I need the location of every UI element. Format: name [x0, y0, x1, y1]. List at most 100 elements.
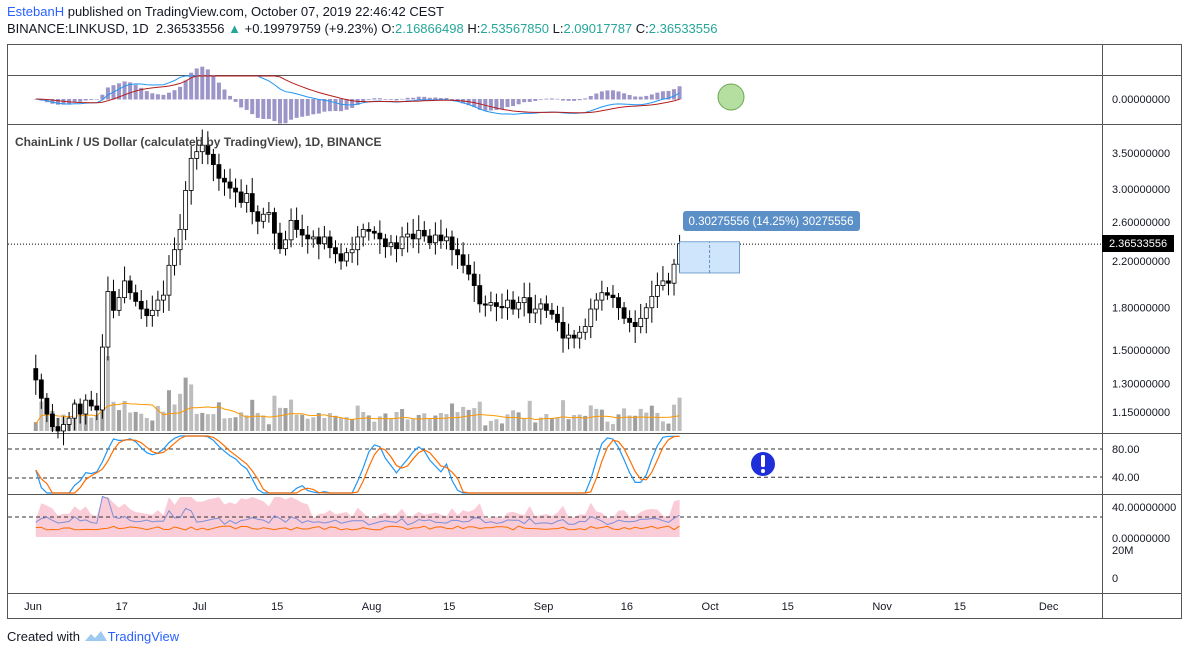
created-with-text: Created with	[7, 629, 80, 644]
candle	[72, 403, 78, 419]
exclamation-alert-icon[interactable]	[751, 452, 775, 476]
footer: Created with TradingView	[7, 629, 179, 644]
volume-bar	[438, 412, 443, 431]
macd-histogram-bar	[616, 91, 621, 100]
macd-histogram-bar	[283, 99, 288, 124]
candle	[643, 307, 649, 319]
macd-histogram-bar	[400, 98, 405, 100]
macd-histogram-bar	[250, 99, 255, 115]
volume-bar	[322, 417, 327, 431]
volume-bar	[289, 399, 294, 431]
candle	[272, 212, 277, 234]
macd-histogram-bar	[583, 98, 588, 100]
macd-histogram-bar	[633, 96, 638, 100]
candle	[527, 297, 533, 314]
candle	[627, 317, 633, 323]
macd-histogram-bar	[139, 87, 144, 100]
candle	[621, 307, 627, 319]
candle	[477, 285, 483, 305]
stoch-k-line	[35, 435, 680, 494]
candle	[416, 229, 422, 240]
macd-histogram-bar	[494, 99, 499, 110]
x-tick-label: Aug	[362, 601, 382, 613]
candle	[366, 229, 372, 232]
macd-histogram-bar	[577, 99, 582, 101]
volume-bar	[122, 400, 127, 431]
candle	[455, 249, 460, 256]
volume-bar	[461, 406, 466, 431]
macd-histogram-bar	[516, 99, 521, 105]
x-tick-label: 16	[621, 601, 633, 613]
macd-histogram-bar	[555, 98, 560, 100]
published-text: published on TradingView.com, October 07…	[67, 4, 444, 19]
candle	[61, 424, 66, 432]
candle	[94, 405, 100, 411]
candle	[410, 233, 416, 240]
lower-tick-label: 0	[1112, 573, 1118, 585]
macd-histogram-bar	[100, 94, 105, 100]
x-tick-label: 15	[782, 601, 794, 613]
volume-bar	[333, 415, 338, 431]
volume-bar	[94, 414, 99, 431]
candle	[194, 151, 200, 159]
volume-bar	[383, 413, 388, 431]
volume-bar	[294, 414, 299, 431]
volume-bar	[644, 412, 649, 431]
candle	[427, 235, 433, 244]
volume-bar	[372, 421, 377, 431]
volume-bar	[638, 408, 643, 431]
candle	[321, 236, 327, 245]
macd-histogram-bar	[355, 99, 360, 105]
volume-bar	[672, 404, 677, 431]
candle	[222, 177, 227, 183]
candle	[144, 308, 150, 317]
volume-bar	[255, 412, 260, 431]
macd-histogram-bar	[55, 99, 60, 105]
price-tick-label: 1.30000000	[1112, 378, 1170, 390]
volume-bar	[655, 412, 660, 431]
volume-bar	[394, 412, 399, 431]
macd-histogram-bar	[122, 81, 127, 100]
tradingview-brand[interactable]: TradingView	[107, 629, 180, 644]
macd-histogram-bar	[627, 94, 632, 100]
volume-bar	[144, 417, 149, 431]
candle	[138, 300, 144, 310]
volume-bar	[538, 417, 543, 431]
macd-histogram-bar	[211, 75, 216, 100]
volume-bar	[283, 408, 288, 431]
volume-bar	[549, 418, 554, 431]
candle	[638, 317, 644, 327]
candle	[449, 236, 455, 251]
candle	[294, 219, 300, 230]
candle	[438, 234, 444, 242]
volume-bar	[405, 419, 410, 431]
macd-histogram-bar	[144, 91, 149, 100]
macd-histogram-bar	[128, 82, 133, 100]
macd-histogram-bar	[133, 84, 138, 100]
macd-histogram-bar	[427, 97, 432, 100]
candle	[388, 242, 394, 248]
macd-histogram-bar	[488, 99, 493, 111]
candle	[649, 295, 655, 309]
volume-bar	[427, 418, 432, 431]
macd-histogram-bar	[538, 99, 543, 100]
macd-histogram-bar	[672, 89, 677, 100]
volume-bar	[239, 412, 244, 431]
x-tick-label: 17	[116, 601, 128, 613]
volume-bar	[183, 377, 188, 431]
high-value: 2.53567850	[480, 21, 549, 36]
macd-histogram-bar	[216, 82, 221, 100]
volume-bar	[472, 408, 477, 431]
author-link[interactable]: EstebanH	[7, 4, 65, 19]
x-tick-label: 15	[954, 601, 966, 613]
macd-histogram-bar	[505, 99, 510, 108]
lower-tick-label: 0.00000000	[1112, 533, 1170, 545]
volume-bar	[494, 419, 499, 431]
candle	[521, 297, 527, 304]
candle	[671, 263, 677, 284]
volume-bar	[311, 417, 316, 431]
macd-histogram-bar	[150, 93, 155, 100]
candle	[593, 299, 599, 310]
macd-histogram-bar	[361, 99, 366, 102]
